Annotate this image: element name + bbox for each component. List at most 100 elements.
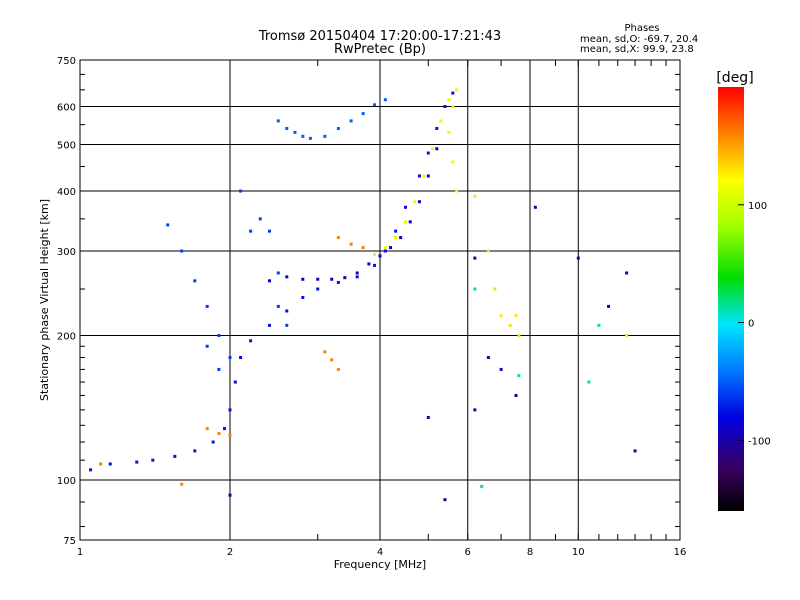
data-points [89,88,637,502]
data-point [223,427,227,431]
y-tick-label: 500 [57,141,76,152]
chart-subtitle: RwPretec (Bp) [334,42,426,57]
data-point [447,130,451,134]
data-point [355,275,359,279]
x-tick-label: 10 [572,547,585,558]
x-tick-label: 8 [527,547,533,558]
data-point [417,174,421,178]
data-point [389,246,393,250]
data-point [361,246,365,250]
data-point [493,287,497,291]
data-point [473,194,477,198]
data-point [205,427,209,431]
data-point [193,279,197,283]
data-point [249,229,253,233]
data-point [349,242,353,246]
x-tick-label: 6 [465,547,471,558]
data-point [151,458,155,462]
data-point [330,358,334,362]
data-point [373,103,377,107]
data-point [330,277,334,281]
data-point [473,408,477,412]
phases-stats-x: mean, sd,X: 99.9, 23.8 [580,44,694,55]
data-point [439,119,443,123]
data-point [349,119,353,123]
data-point [451,105,455,109]
data-point [180,482,184,486]
data-point [408,220,412,224]
data-point [383,98,387,102]
data-point [426,415,430,419]
data-point [451,160,455,164]
x-tick-label: 16 [674,547,687,558]
data-point [285,309,289,313]
data-point [394,236,398,240]
data-point [173,454,177,458]
data-point [514,394,518,398]
data-point [367,262,371,266]
data-point [508,323,512,327]
data-point [323,134,327,138]
data-point [135,460,139,464]
data-point [473,287,477,291]
data-point [205,344,209,348]
data-point [316,287,320,291]
data-point [426,174,430,178]
data-point [435,126,439,130]
colorbar-tick-label: 100 [748,201,767,212]
data-point [517,374,521,378]
data-point [267,229,271,233]
phases-stats-title: Phases [624,23,659,34]
x-axis-label: Frequency [MHz] [334,558,426,571]
data-point [373,253,377,257]
x-tick-label: 4 [377,547,383,558]
x-axis-ticks: 1 2 4 6 8 10 16 [77,60,687,558]
y-axis-label: Stationary phase Virtual Height [km] [38,199,51,401]
data-point [422,174,426,178]
data-point [285,275,289,279]
data-point [228,433,232,437]
colorbar [718,87,744,511]
data-point [383,249,387,253]
data-point [403,220,407,224]
data-point [355,271,359,275]
data-point [249,339,253,343]
data-point [633,449,637,453]
data-point [228,355,232,359]
data-point [193,449,197,453]
data-point [597,323,601,327]
data-point [443,498,447,502]
y-axis-ticks: 75 100 200 300 400 500 600 750 [57,56,680,547]
data-point [258,217,262,221]
data-point [217,367,221,371]
colorbar-tick-label: 0 [748,319,754,330]
data-point [205,304,209,308]
data-point [316,277,320,281]
data-point [228,493,232,497]
data-point [211,440,215,444]
data-point [533,205,537,209]
data-point [514,314,518,318]
y-tick-label: 300 [57,247,76,258]
data-point [403,205,407,209]
data-point [293,130,297,134]
data-point [443,105,447,109]
data-point [89,468,93,472]
data-point [308,136,312,140]
data-point [336,280,340,284]
colorbar-label: [deg] [716,70,753,86]
data-point [239,355,243,359]
data-point [228,408,232,412]
data-point [239,189,243,193]
colorbar-ticks: 100 0 -100 [738,201,771,447]
data-point [99,462,103,466]
chart-title: Tromsø 20150404 17:20:00-17:21:43 [258,29,501,44]
data-point [499,314,503,318]
data-point [435,147,439,151]
data-point [486,355,490,359]
data-point [499,367,503,371]
data-point [276,119,280,123]
data-point [323,350,327,354]
data-point [267,279,271,283]
data-point [217,334,221,338]
